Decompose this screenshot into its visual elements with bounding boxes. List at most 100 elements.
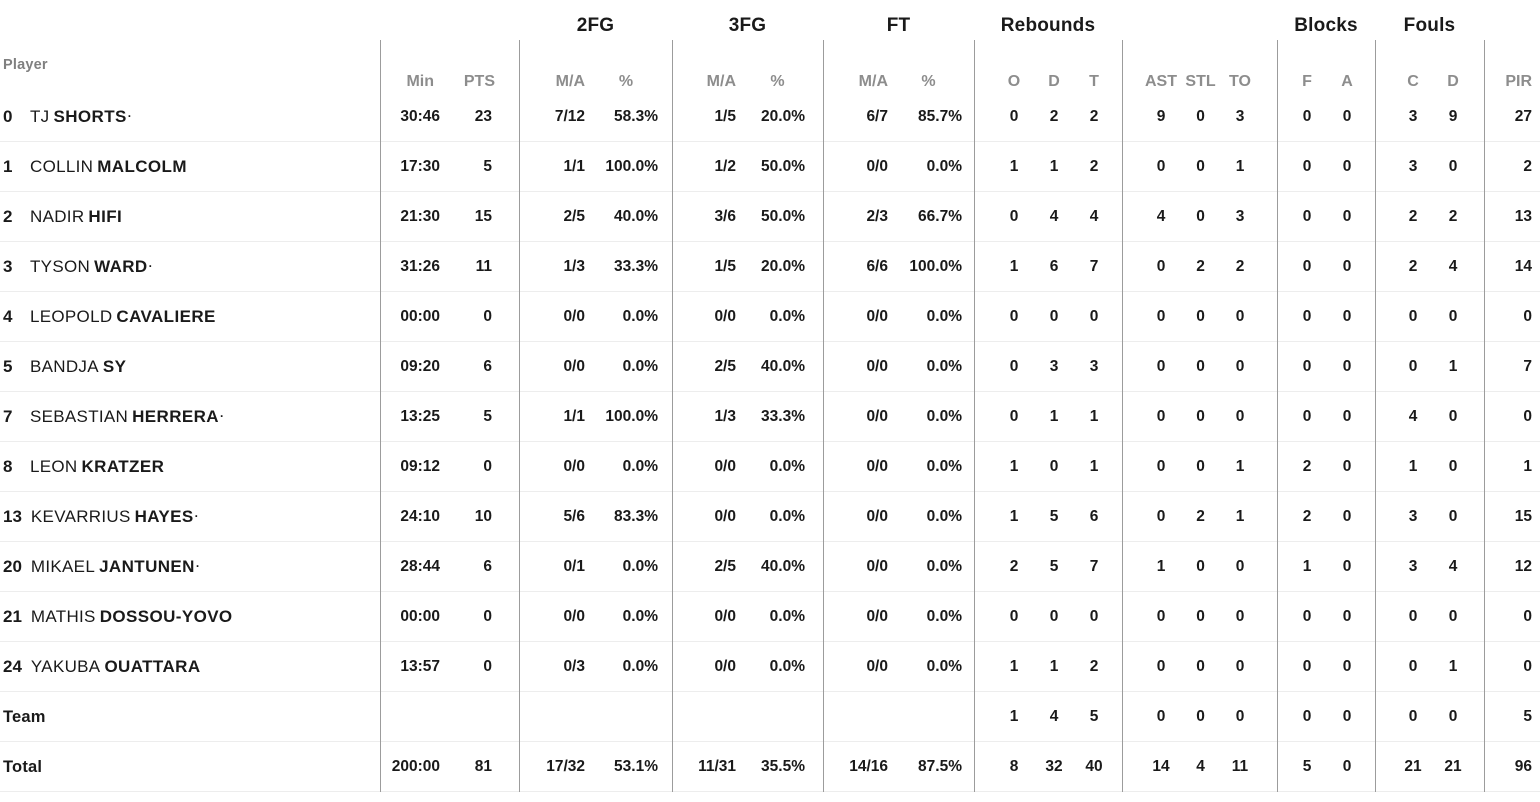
column-divider [974,40,975,792]
player-row[interactable]: 5 BANDJA SY 09:20 6 0/0 0.0% 2/5 40.0% 0/0 0.0% 0 3 3… [0,342,1540,392]
stat-3fg-pct: 40.0% [761,557,805,575]
starter-dot: · [127,108,132,123]
table-body: 0 TJ SHORTS· 30:46 23 7/12 58.3% 1/5 20.0% 6/7 85.… [0,92,1540,792]
player-last-name: HIFI [88,207,123,226]
stat-foul-d: 1 [1448,357,1458,375]
player-row[interactable]: 7 SEBASTIAN HERRERA· 13:25 5 1/1 100.0% 1/3 33.3… [0,392,1540,442]
player-cell: 3 TYSON WARD· [0,258,380,275]
stat-ft-pct: 0.0% [926,607,962,625]
stat-stl: 0 [1196,707,1205,725]
stat-reb-t: 2 [1089,157,1099,175]
stat-2fg-pct: 100.0% [605,407,658,425]
stat-2fg-pct: 83.3% [614,507,658,525]
player-row[interactable]: 13 KEVARRIUS HAYES· 24:10 10 5/6 83.3% 0/0 0.0% 0… [0,492,1540,542]
column-header-to: TO [1229,73,1251,91]
stat-3fg-ma: 0/0 [714,457,736,475]
stat-foul-d: 0 [1448,457,1458,475]
stat-3fg-ma: 0/0 [714,307,736,325]
player-last-name: KRATZER [81,457,165,476]
stat-reb-o: 2 [1009,557,1019,575]
player-cell: 8 LEON KRATZER [0,458,380,475]
stat-ast: 0 [1156,407,1166,425]
stat-block-a: 0 [1342,307,1352,325]
stat-pts: 23 [474,107,492,125]
stat-block-f: 0 [1302,657,1312,675]
stat-2fg-ma: 5/6 [563,507,585,525]
stat-3fg-ma: 2/5 [714,557,736,575]
stat-pts: 0 [483,307,492,325]
player-first-name: TJ [30,107,50,126]
stat-ft-pct: 0.0% [926,657,962,675]
player-row[interactable]: 4 LEOPOLD CAVALIERE 00:00 0 0/0 0.0% 0/0 0.0% 0/0… [0,292,1540,342]
player-row[interactable]: 8 LEON KRATZER 09:12 0 0/0 0.0% 0/0 0.0% 0/0 0.0% 1… [0,442,1540,492]
stat-pts: 5 [483,407,492,425]
stat-2fg-pct: 0.0% [622,557,658,575]
stat-ft-ma: 0/0 [866,457,888,475]
stat-ft-ma: 0/0 [866,307,888,325]
stat-3fg-ma: 0/0 [714,607,736,625]
stat-stl: 0 [1196,207,1205,225]
stat-2fg-ma: 1/3 [563,257,585,275]
stat-2fg-pct: 0.0% [622,657,658,675]
stat-reb-d: 4 [1049,707,1059,725]
stat-ast: 1 [1156,557,1166,575]
player-row[interactable]: 21 MATHIS DOSSOU-YOVO 00:00 0 0/0 0.0% 0/0 0.0% 0… [0,592,1540,642]
stat-stl: 0 [1196,357,1205,375]
player-row[interactable]: 2 NADIR HIFI 21:30 15 2/5 40.0% 3/6 50.0% 2/3 66.7… [0,192,1540,242]
stat-min: 200:00 [391,757,440,775]
column-header-foul-c: C [1407,73,1419,91]
stat-2fg-ma: 17/32 [546,757,585,775]
player-cell: 1 COLLIN MALCOLM [0,158,380,175]
stat-3fg-ma: 2/5 [714,357,736,375]
jersey-number: 20 [3,557,22,576]
stat-foul-d: 0 [1448,307,1458,325]
stat-block-a: 0 [1342,707,1352,725]
stat-pir: 12 [1514,557,1532,575]
stat-reb-d: 2 [1049,107,1059,125]
stat-3fg-ma: 1/2 [714,157,736,175]
stat-foul-d: 0 [1448,707,1458,725]
stat-ft-pct: 66.7% [918,207,962,225]
stat-block-a: 0 [1342,107,1352,125]
stat-2fg-ma: 0/0 [563,607,585,625]
stat-foul-d: 4 [1448,257,1458,275]
stat-2fg-ma: 1/1 [563,157,585,175]
player-row[interactable]: 0 TJ SHORTS· 30:46 23 7/12 58.3% 1/5 20.0% 6/7 85.… [0,92,1540,142]
stat-foul-c: 3 [1408,107,1418,125]
player-first-name: TYSON [30,257,91,276]
stat-reb-t: 1 [1089,457,1099,475]
player-first-name: YAKUBA [30,657,101,676]
stat-foul-d: 0 [1448,157,1458,175]
column-header-foul-d: D [1447,73,1459,91]
column-header-ft-ma: M/A [858,73,888,91]
column-divider [1122,40,1123,792]
stat-ast: 0 [1156,657,1166,675]
stat-to: 1 [1235,507,1245,525]
stat-3fg-ma: 0/0 [714,657,736,675]
stat-stl: 0 [1196,457,1205,475]
stat-block-f: 0 [1302,607,1312,625]
stat-foul-c: 0 [1408,707,1418,725]
stat-ft-ma: 2/3 [866,207,888,225]
column-header-pir: PIR [1505,73,1532,91]
stat-reb-o: 1 [1009,707,1019,725]
player-first-name: COLLIN [30,157,94,176]
stat-to: 0 [1235,557,1245,575]
stat-reb-d: 5 [1049,557,1059,575]
stat-reb-t: 40 [1085,757,1103,775]
stat-pts: 81 [474,757,492,775]
stat-block-f: 1 [1302,557,1312,575]
stat-foul-c: 0 [1408,307,1418,325]
stat-2fg-pct: 0.0% [622,607,658,625]
stat-stl: 0 [1196,607,1205,625]
player-row[interactable]: 1 COLLIN MALCOLM 17:30 5 1/1 100.0% 1/2 50.0% 0/0… [0,142,1540,192]
stat-reb-t: 6 [1089,507,1099,525]
player-row[interactable]: 24 YAKUBA OUATTARA 13:57 0 0/3 0.0% 0/0 0.0% 0/0 0… [0,642,1540,692]
column-header-2fg-ma: M/A [555,73,585,91]
stat-block-f: 5 [1302,757,1312,775]
stat-ft-ma: 6/6 [866,257,888,275]
player-row[interactable]: 20 MIKAEL JANTUNEN· 28:44 6 0/1 0.0% 2/5 40.0% 0/… [0,542,1540,592]
player-cell: Total [0,758,380,776]
jersey-number: 13 [3,507,22,526]
player-row[interactable]: 3 TYSON WARD· 31:26 11 1/3 33.3% 1/5 20.0% 6/6 100… [0,242,1540,292]
